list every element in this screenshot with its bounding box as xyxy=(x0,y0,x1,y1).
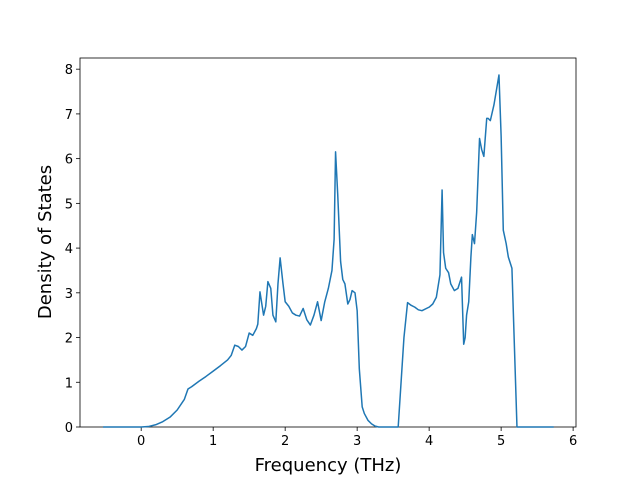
y-tick-label: 4 xyxy=(65,242,73,257)
y-tick-label: 5 xyxy=(65,197,73,212)
y-tick-label: 0 xyxy=(65,421,73,436)
x-axis-label: Frequency (THz) xyxy=(255,455,402,476)
x-tick-label: 1 xyxy=(209,434,217,449)
y-tick-label: 1 xyxy=(65,376,73,391)
y-tick-label: 8 xyxy=(65,63,73,78)
x-tick-label: 6 xyxy=(569,434,577,449)
y-axis-label: Density of States xyxy=(35,165,56,319)
y-tick-label: 7 xyxy=(65,108,73,123)
plot-frame xyxy=(79,57,577,428)
y-tick-label: 2 xyxy=(65,332,73,347)
y-tick-label: 6 xyxy=(65,153,73,168)
y-tick-label: 3 xyxy=(65,287,73,302)
dos-line xyxy=(103,74,554,428)
x-tick-label: 3 xyxy=(353,434,361,449)
x-tick-label: 4 xyxy=(425,434,433,449)
x-tick-label: 5 xyxy=(497,434,505,449)
x-tick-label: 2 xyxy=(281,434,289,449)
x-tick-label: 0 xyxy=(137,434,145,449)
